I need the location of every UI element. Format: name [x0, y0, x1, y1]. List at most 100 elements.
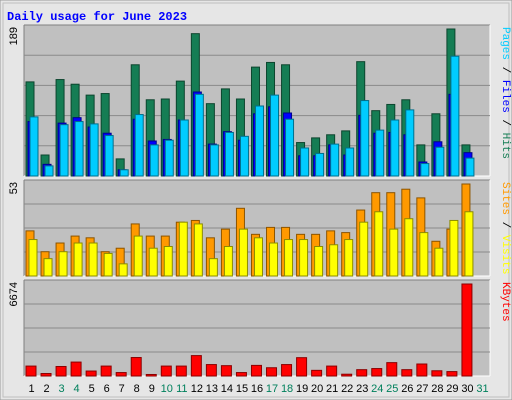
x-tick-label-day-29: 29: [446, 383, 458, 395]
x-tick-label-day-13: 13: [206, 383, 218, 395]
panel-legend: Pages / Files / Hits: [499, 27, 511, 159]
sites-bar-day-26: [404, 218, 414, 277]
pages-bar-day-8: [134, 114, 144, 177]
x-tick-label-day-8: 8: [134, 383, 140, 395]
x-tick-label-day-11: 11: [176, 383, 187, 395]
panel-legend: Sites / Visits: [499, 182, 511, 274]
x-tick-label-day-5: 5: [89, 383, 95, 395]
pages-bar-day-1: [29, 116, 39, 177]
sites-bar-day-4: [73, 242, 83, 277]
sites-bar-day-27: [419, 232, 429, 277]
x-tick-label-day-2: 2: [43, 383, 49, 395]
kbytes-bar-day-29: [446, 371, 458, 377]
sites-bar-day-30: [464, 211, 474, 277]
pages-bar-day-7: [119, 169, 129, 177]
kbytes-bar-day-25: [386, 362, 398, 377]
sites-bar-day-7: [118, 263, 128, 277]
sites-bar-day-12: [193, 223, 203, 277]
sites-bar-day-15: [238, 228, 248, 277]
pages-bar-day-22: [345, 147, 355, 177]
kbytes-bar-day-9: [145, 373, 157, 377]
kbytes-bar-day-20: [311, 369, 323, 377]
x-tick-label-day-1: 1: [28, 383, 34, 395]
sites-bar-day-20: [314, 245, 324, 277]
pages-bar-day-11: [179, 119, 189, 177]
kbytes-bar-day-17: [266, 367, 278, 377]
pages-bar-day-30: [465, 157, 475, 177]
kbytes-bar-day-6: [100, 365, 112, 377]
kbytes-bar-day-4: [70, 361, 82, 377]
sites-bar-day-1: [28, 239, 38, 277]
sites-bar-day-3: [58, 251, 68, 277]
legend-separator: /: [499, 60, 511, 73]
legend-separator: /: [499, 215, 511, 228]
x-tick-label-day-24: 24: [371, 383, 383, 395]
sites-bar-day-19: [299, 239, 309, 277]
x-tick-label-day-28: 28: [431, 383, 443, 395]
pages-bar-day-16: [254, 105, 264, 177]
panels-group: 189 Pages / Files / Hits 53 Sites / Visits 6…: [8, 24, 511, 377]
x-tick-label-day-17: 17: [266, 383, 278, 395]
x-tick-label-day-3: 3: [59, 383, 65, 395]
kbytes-bar-day-22: [341, 373, 353, 377]
pages-bar-day-29: [450, 55, 460, 177]
x-axis-day-labels: 1 2 3 4 5 6 7 8 9 10 11 12 13 14 15 16 17 18 19 20 21 22 23 24 2…: [28, 383, 488, 395]
pages-bar-day-3: [59, 124, 69, 177]
legend-separator: /: [499, 113, 511, 126]
pages-bar-day-21: [330, 143, 340, 177]
kbytes-bar-day-19: [296, 357, 308, 377]
kbytes-bar-day-27: [416, 363, 428, 377]
kbytes-bar-day-10: [160, 365, 172, 377]
x-tick-label-day-7: 7: [119, 383, 125, 395]
legend-files: Files: [499, 73, 511, 113]
sites-bar-day-17: [269, 242, 279, 277]
y-max-label: 189: [8, 27, 20, 45]
panel-kbytes: 6674 KBytes: [8, 279, 511, 377]
kbytes-bar-day-13: [205, 364, 217, 377]
pages-bar-day-5: [89, 123, 99, 177]
kbytes-bar-day-8: [130, 357, 142, 377]
sites-bar-day-21: [329, 244, 339, 277]
legend-visits: Visits: [499, 228, 511, 274]
pages-bar-day-4: [74, 121, 84, 177]
panel-hits-pages-files: 189 Pages / Files / Hits: [8, 24, 511, 177]
y-max-label: 6674: [8, 282, 20, 306]
kbytes-bar-day-2: [40, 373, 52, 377]
x-tick-label-day-12: 12: [191, 383, 203, 395]
kbytes-bar-day-1: [25, 365, 37, 377]
pages-bar-day-20: [315, 152, 325, 177]
x-tick-label-day-10: 10: [161, 383, 173, 395]
x-tick-label-day-18: 18: [281, 383, 293, 395]
kbytes-bar-day-12: [190, 355, 202, 377]
sites-bar-day-14: [223, 245, 233, 277]
pages-bar-day-24: [375, 129, 385, 177]
y-max-label: 53: [8, 182, 20, 194]
kbytes-bar-day-7: [115, 372, 127, 377]
sites-bar-day-18: [284, 239, 294, 277]
legend-hits: Hits: [499, 126, 511, 159]
kbytes-bar-day-26: [401, 369, 413, 377]
legend-sites: Sites: [499, 182, 511, 215]
sites-bar-day-8: [133, 235, 143, 277]
sites-bar-day-25: [389, 228, 399, 277]
x-tick-label-day-30: 30: [461, 383, 473, 395]
pages-bar-day-25: [390, 119, 400, 177]
sites-bar-day-16: [253, 237, 263, 277]
kbytes-bar-day-15: [235, 372, 247, 377]
kbytes-bar-day-23: [356, 369, 368, 377]
x-tick-label-day-16: 16: [251, 383, 263, 395]
x-tick-label-day-6: 6: [104, 383, 110, 395]
chart-title: Daily usage for June 2023: [7, 10, 187, 24]
x-tick-label-day-9: 9: [149, 383, 155, 395]
pages-bar-day-6: [104, 135, 114, 177]
x-tick-label-day-27: 27: [416, 383, 428, 395]
x-tick-label-day-22: 22: [341, 383, 353, 395]
pages-bar-day-14: [224, 131, 234, 177]
pages-bar-day-13: [209, 144, 219, 177]
x-tick-label-day-25: 25: [386, 383, 398, 395]
x-tick-label-day-20: 20: [311, 383, 323, 395]
pages-bar-day-19: [300, 147, 310, 177]
pages-bar-day-12: [194, 93, 204, 177]
x-tick-label-day-15: 15: [236, 383, 248, 395]
